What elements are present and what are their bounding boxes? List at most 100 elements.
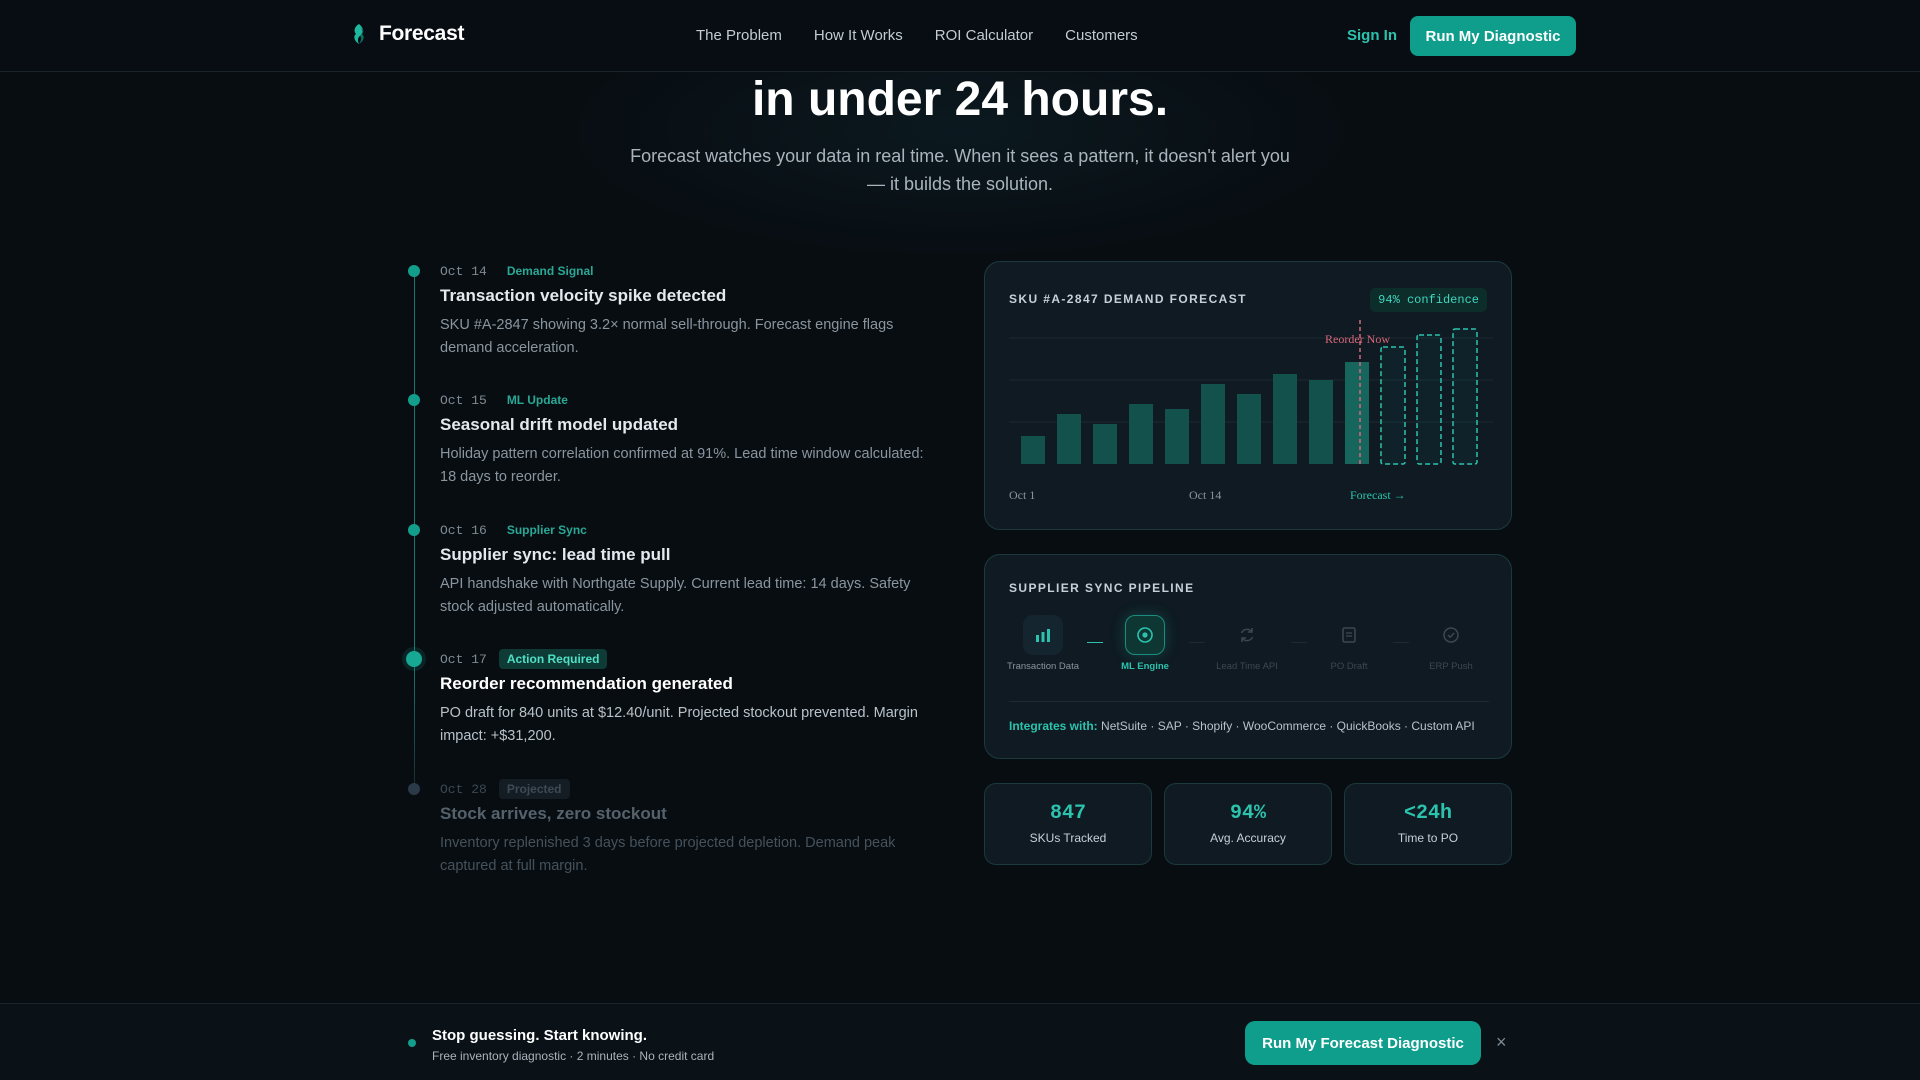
chart-bar-actual <box>1129 404 1153 464</box>
pipeline-steps: Transaction Data ML Engine Lead Time API… <box>1007 615 1491 695</box>
nav-link-roi-calculator[interactable]: ROI Calculator <box>934 27 1034 44</box>
timeline-title: Seasonal drift model updated <box>440 415 679 434</box>
run-forecast-diagnostic-button[interactable]: Run My Forecast Diagnostic <box>1245 1021 1481 1065</box>
x-axis-label-start: Oct 1 <box>1009 488 1036 502</box>
pipeline-step-label: Lead Time API <box>1216 661 1278 672</box>
top-nav: Forecast The Problem How It Works ROI Ca… <box>0 0 1920 72</box>
refresh-icon <box>1227 615 1267 655</box>
timeline-date: Oct 16 <box>440 522 487 538</box>
forecast-logo-icon <box>354 24 364 44</box>
target-icon <box>1125 615 1165 655</box>
integrates-label: Integrates with: <box>1009 719 1098 733</box>
close-icon[interactable]: × <box>1496 1032 1507 1052</box>
nav-link-customers[interactable]: Customers <box>1065 27 1138 44</box>
timeline-description: Holiday pattern correlation confirmed at… <box>440 446 924 485</box>
chart-bar-actual <box>1093 424 1117 464</box>
timeline-dot <box>408 265 420 277</box>
chart-bar-forecast <box>1452 328 1478 465</box>
timeline-description: API handshake with Northgate Supply. Cur… <box>440 576 911 615</box>
stat-value: <24h <box>1403 802 1452 825</box>
chart-bar-actual <box>1237 394 1261 464</box>
pipeline-connector <box>1087 642 1103 643</box>
timeline-description: Inventory replenished 3 days before proj… <box>440 835 896 874</box>
x-axis-label-mid: Oct 14 <box>1189 488 1222 502</box>
hero-title: in under 24 hours. <box>751 73 1169 126</box>
timeline-dot <box>408 524 420 536</box>
sign-in-link[interactable]: Sign In <box>1347 27 1397 44</box>
chart-bar-forecast <box>1416 334 1442 465</box>
nav-links: The Problem How It Works ROI Calculator … <box>696 27 1138 44</box>
timeline-dot-active <box>406 651 422 667</box>
status-dot <box>408 1039 416 1047</box>
timeline-tag: Supplier Sync <box>506 523 587 537</box>
chart-bar-actual <box>1345 362 1369 464</box>
brand-name: Forecast <box>379 22 465 45</box>
pipeline-step-ml-engine[interactable]: ML Engine <box>1105 615 1185 672</box>
pipeline-step-label: ML Engine <box>1121 661 1169 672</box>
pipeline-step-lead-time-api[interactable]: Lead Time API <box>1207 615 1287 672</box>
run-diagnostic-button[interactable]: Run My Diagnostic <box>1410 16 1576 56</box>
pipeline-connector <box>1291 642 1307 643</box>
timeline-description: SKU #A-2847 showing 3.2× normal sell-thr… <box>440 317 894 356</box>
x-axis-label-forecast: Forecast → <box>1350 488 1406 502</box>
sticky-cta-bar: Stop guessing. Start knowing. Free inven… <box>0 1003 1920 1080</box>
bar-chart-icon <box>1023 615 1063 655</box>
stat-value: 847 <box>1049 802 1086 825</box>
timeline-title: Supplier sync: lead time pull <box>440 545 671 564</box>
chart-bar-actual <box>1057 414 1081 464</box>
action-required-badge: Action Required <box>498 649 608 669</box>
check-circle-icon <box>1431 615 1471 655</box>
hero-title-area: in under 24 hours. <box>0 72 1920 132</box>
cta-bar-subtitle: Free inventory diagnostic · 2 minutes · … <box>432 1049 715 1063</box>
stat-card-accuracy: 94% Avg. Accuracy <box>1164 783 1332 865</box>
demand-forecast-card: SKU #A-2847 DEMAND FORECAST 94% confiden… <box>984 261 1512 530</box>
timeline-dot-projected <box>408 783 420 795</box>
pipeline-step-label: PO Draft <box>1330 661 1368 672</box>
timeline-date: Oct 15 <box>440 392 487 408</box>
hero-subtitle: Forecast watches your data in real time.… <box>630 146 1290 194</box>
chart-bar-actual <box>1165 409 1189 464</box>
timeline-tag: ML Update <box>506 393 568 407</box>
timeline-date: Oct 17 <box>440 651 487 667</box>
chart-bar-actual <box>1309 380 1333 464</box>
nav-link-the-problem[interactable]: The Problem <box>696 27 782 44</box>
pipeline-step-erp-push[interactable]: ERP Push <box>1411 615 1491 672</box>
integrations-line: Integrates with: NetSuite · SAP · Shopif… <box>1009 719 1475 733</box>
pipeline-step-label: ERP Push <box>1429 661 1473 672</box>
pipeline-step-label: Transaction Data <box>1007 661 1079 672</box>
pipeline-divider <box>1009 701 1489 702</box>
demand-chart <box>1009 320 1493 465</box>
chart-bar-actual <box>1021 436 1045 464</box>
confidence-badge: 94% confidence <box>1370 288 1487 312</box>
supplier-sync-pipeline-card: SUPPLIER SYNC PIPELINE Transaction Data … <box>984 554 1512 759</box>
chart-bar-forecast <box>1380 346 1406 465</box>
timeline-description: PO draft for 840 units at $12.40/unit. P… <box>440 705 918 744</box>
projected-badge: Projected <box>498 779 570 799</box>
timeline-dot <box>408 394 420 406</box>
stat-label: Time to PO <box>1397 831 1459 845</box>
cta-bar-title: Stop guessing. Start knowing. <box>432 1027 648 1044</box>
pipeline-connector <box>1189 642 1205 643</box>
brand-logo[interactable]: Forecast <box>349 22 464 46</box>
pipeline-step-transaction-data[interactable]: Transaction Data <box>1003 615 1083 672</box>
document-icon <box>1329 615 1369 655</box>
pipeline-card-title: SUPPLIER SYNC PIPELINE <box>1009 581 1195 595</box>
pipeline-step-po-draft[interactable]: PO Draft <box>1309 615 1389 672</box>
pipeline-connector <box>1393 642 1409 643</box>
chart-bar-actual <box>1201 384 1225 464</box>
stat-card-time-to-po: <24h Time to PO <box>1344 783 1512 865</box>
reorder-now-label: Reorder Now <box>1325 332 1390 346</box>
integrations-list: NetSuite · SAP · Shopify · WooCommerce ·… <box>1101 719 1475 733</box>
timeline-title: Transaction velocity spike detected <box>440 286 727 305</box>
stat-label: SKUs Tracked <box>1029 831 1107 845</box>
chart-bar-actual <box>1273 374 1297 464</box>
nav-link-how-it-works[interactable]: How It Works <box>813 27 903 44</box>
stat-card-skus: 847 SKUs Tracked <box>984 783 1152 865</box>
timeline-date: Oct 14 <box>440 263 487 279</box>
timeline-title: Stock arrives, zero stockout <box>440 804 667 823</box>
forecast-card-title: SKU #A-2847 DEMAND FORECAST <box>1009 292 1247 306</box>
timeline-tag: Demand Signal <box>506 264 594 278</box>
stat-value: 94% <box>1229 802 1266 825</box>
stat-label: Avg. Accuracy <box>1210 831 1286 845</box>
timeline-date: Oct 28 <box>440 781 487 797</box>
